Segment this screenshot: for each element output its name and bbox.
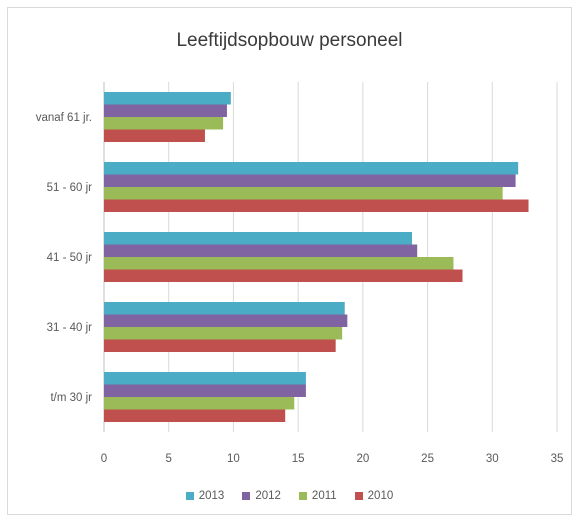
legend-swatch (185, 492, 194, 500)
bar-2013 (104, 232, 413, 245)
bar-2012 (104, 244, 418, 257)
bar-2013 (104, 372, 306, 385)
chart-title: Leeftijdsopbouw personeel (176, 30, 403, 51)
legend-item-2013: 2013 (185, 490, 225, 502)
legend-item-2010: 2010 (354, 490, 394, 502)
bar-2011 (104, 187, 503, 200)
bar-2012 (104, 104, 227, 117)
bar-2012 (104, 314, 348, 327)
bar-2010 (104, 199, 529, 212)
bar-2011 (104, 327, 343, 340)
legend-swatch (298, 492, 307, 500)
bar-2012 (104, 174, 516, 187)
legend-label: 2010 (367, 490, 394, 502)
axis-labels: 0 5 10 15 20 25 30 35 vanaf 61 jr. 51 - 60 jr 41 -… (36, 112, 564, 465)
bar-2013 (104, 92, 231, 105)
bar-2011 (104, 117, 224, 130)
bar-2011 (104, 257, 454, 270)
legend-label: 2012 (255, 490, 281, 502)
legend-label: 2013 (198, 490, 225, 502)
bar-2013 (104, 302, 345, 315)
bar-2011 (104, 397, 295, 410)
x-tick-label: 30 (486, 453, 499, 465)
y-category-label: t/m 30 jr (50, 392, 92, 404)
bar-2010 (104, 129, 205, 142)
legend-item-2011: 2011 (298, 490, 337, 502)
y-category-label: vanaf 61 jr. (36, 112, 92, 124)
y-category-label: 41 - 50 jr (47, 252, 93, 264)
x-tick-label: 25 (421, 453, 434, 465)
bars (104, 92, 529, 422)
bar-2012 (104, 384, 306, 397)
legend-swatch (242, 492, 251, 500)
x-tick-label: 15 (292, 453, 305, 465)
legend-item-2012: 2012 (242, 490, 281, 502)
bar-2010 (104, 339, 336, 352)
bar-2013 (104, 162, 519, 175)
x-tick-label: 20 (356, 453, 369, 465)
bar-2010 (104, 409, 286, 422)
x-tick-label: 5 (166, 453, 172, 465)
legend-label: 2011 (311, 490, 337, 502)
y-category-label: 51 - 60 jr (47, 182, 93, 194)
bar-2010 (104, 269, 463, 282)
x-tick-label: 0 (101, 453, 107, 465)
y-category-label: 31 - 40 jr (47, 322, 93, 334)
x-tick-label: 10 (227, 453, 240, 465)
x-tick-label: 35 (551, 453, 564, 465)
legend-swatch (354, 492, 363, 500)
legend: 2013 2012 2011 2010 (0, 490, 579, 502)
